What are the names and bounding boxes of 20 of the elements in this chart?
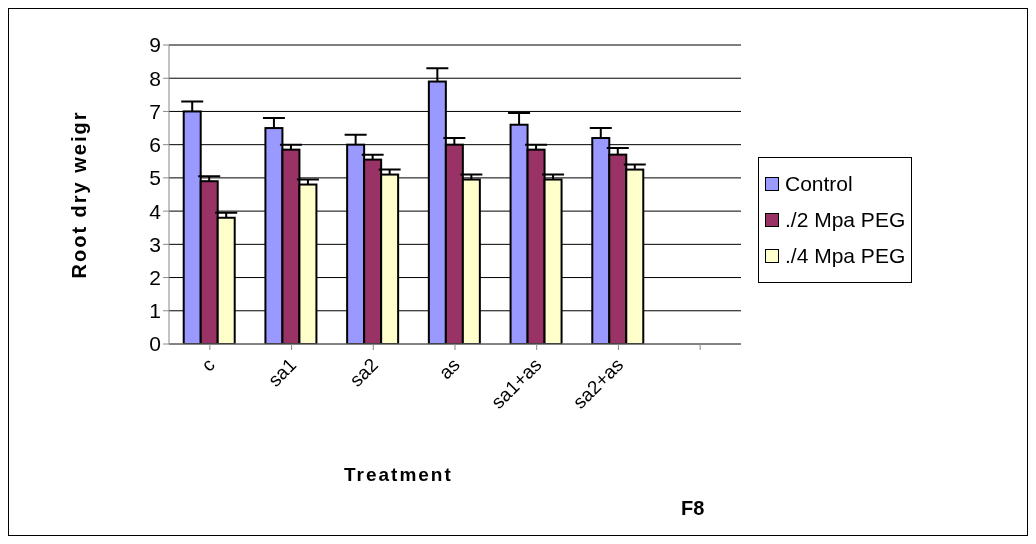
y-tick-label: 2	[149, 266, 161, 290]
y-tick-label: 4	[149, 199, 162, 223]
legend-label: ./4 Mpa PEG	[785, 244, 906, 268]
y-tick-label: 1	[149, 299, 161, 323]
y-tick-label: 7	[149, 99, 161, 123]
x-axis-title: Treatment	[344, 464, 453, 486]
x-tick-label: sa2	[345, 353, 383, 391]
legend-label: Control	[785, 172, 853, 196]
text: F8	[681, 497, 705, 520]
y-tick-label: 8	[149, 66, 161, 90]
x-tick-label: as	[434, 353, 464, 384]
y-tick-label: 3	[149, 232, 161, 256]
y-tick-label: 6	[149, 133, 161, 157]
x-tick-label: sa1	[263, 353, 301, 391]
y-axis-title: Root dry weigr	[68, 110, 91, 279]
y-tick-label: 9	[149, 33, 161, 57]
x-tick-label: c	[197, 353, 219, 376]
legend-label: ./2 Mpa PEG	[785, 208, 906, 232]
y-tick-label: 0	[149, 332, 161, 356]
y-tick-label: 5	[149, 166, 161, 190]
